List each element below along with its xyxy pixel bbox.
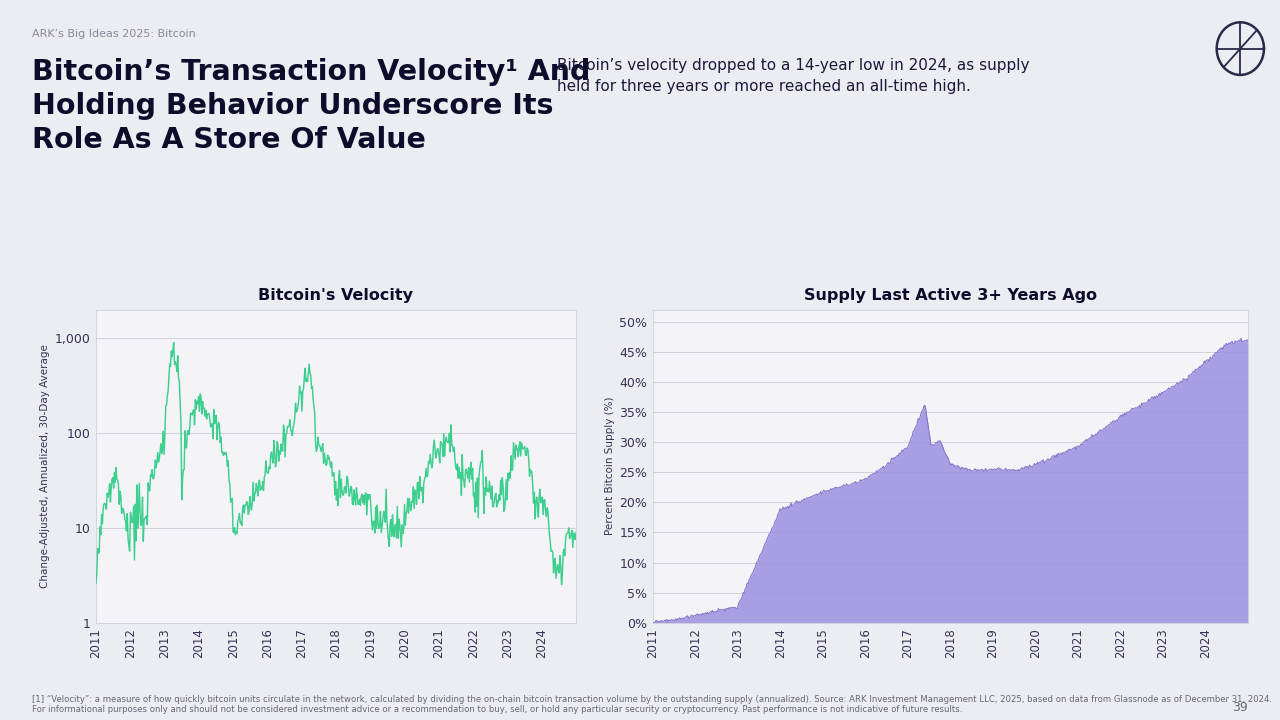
Text: 39: 39	[1233, 701, 1248, 714]
Text: Bitcoin’s velocity dropped to a 14-year low in 2024, as supply
held for three ye: Bitcoin’s velocity dropped to a 14-year …	[557, 58, 1029, 94]
Y-axis label: Percent Bitcoin Supply (%): Percent Bitcoin Supply (%)	[605, 397, 616, 536]
Y-axis label: Change-Adjusted, Annualized, 30-Day Average: Change-Adjusted, Annualized, 30-Day Aver…	[41, 344, 50, 588]
Title: Bitcoin's Velocity: Bitcoin's Velocity	[259, 288, 413, 303]
Text: Bitcoin’s Transaction Velocity¹ And
Holding Behavior Underscore Its
Role As A St: Bitcoin’s Transaction Velocity¹ And Hold…	[32, 58, 590, 154]
Text: [1] “Velocity”: a measure of how quickly bitcoin units circulate in the network,: [1] “Velocity”: a measure of how quickly…	[32, 695, 1272, 714]
Title: Supply Last Active 3+ Years Ago: Supply Last Active 3+ Years Ago	[804, 288, 1097, 303]
Text: ARK’s Big Ideas 2025: Bitcoin: ARK’s Big Ideas 2025: Bitcoin	[32, 29, 196, 39]
